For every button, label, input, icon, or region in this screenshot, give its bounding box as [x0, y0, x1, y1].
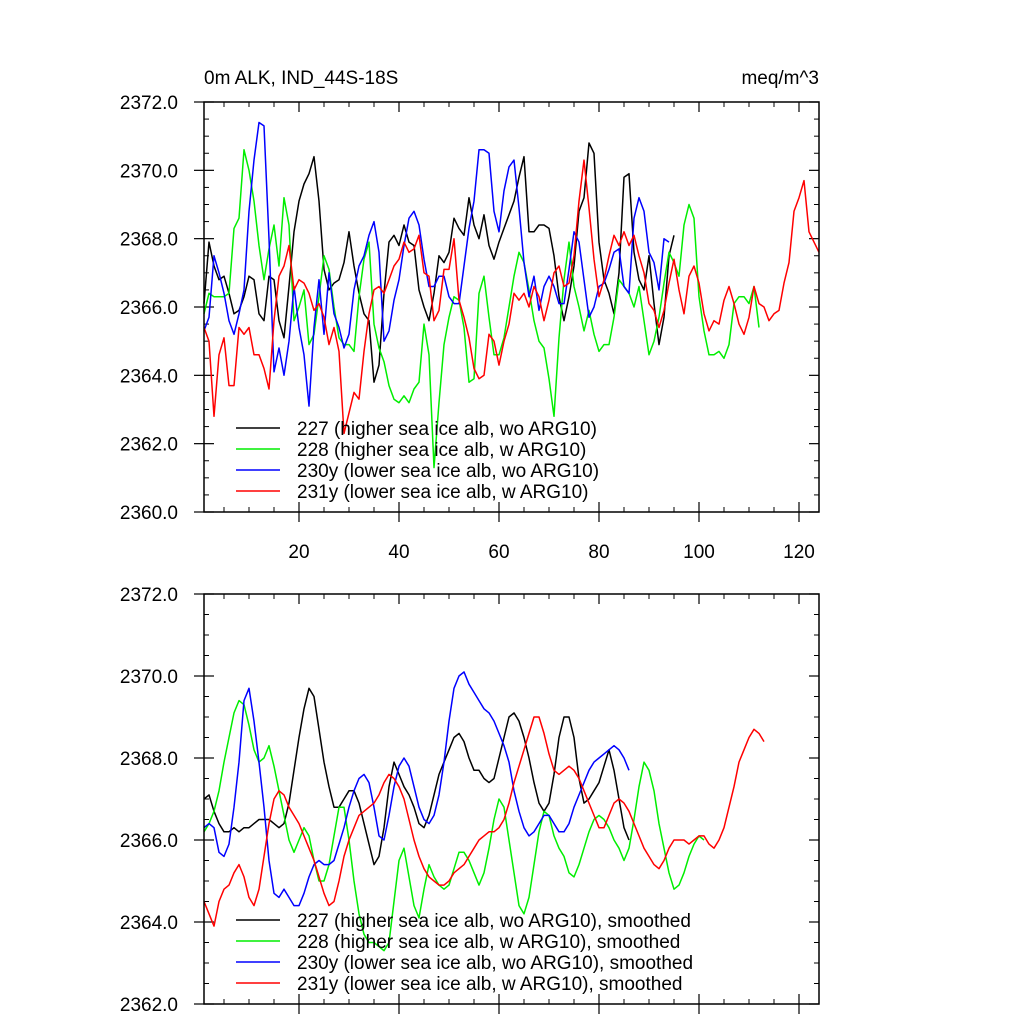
x-tick-label: 20 — [288, 542, 309, 563]
x-tick-label: 60 — [488, 542, 509, 563]
y-tick-label: 2360.0 — [120, 503, 178, 524]
legend-label-2: 230y (lower sea ice alb, wo ARG10), smoo… — [297, 953, 693, 974]
y-tick-label: 2362.0 — [120, 995, 178, 1016]
series-line-1 — [203, 699, 705, 952]
y-tick-label: 2362.0 — [120, 435, 178, 456]
y-tick-label: 2370.0 — [120, 161, 178, 182]
x-tick-label: 100 — [683, 542, 715, 563]
legend-label-0: 227 (higher sea ice alb, wo ARG10), smoo… — [297, 911, 691, 932]
bottom-plot-frame — [203, 593, 820, 1005]
x-tick-label: 40 — [388, 542, 409, 563]
y-tick-label: 2366.0 — [120, 831, 178, 852]
x-tick-label: 120 — [783, 542, 815, 563]
legend-label-3: 231y (lower sea ice alb, w ARG10) — [297, 482, 588, 503]
bottom-series-layer — [203, 671, 765, 952]
top-tick-layer: 2360.0 2362.0 2364.0 2366.0 2368.0 2370.0 2372… — [120, 93, 819, 563]
legend-label-1: 228 (higher sea ice alb, w ARG10), smoot… — [297, 932, 680, 953]
top-series-layer — [203, 121, 820, 469]
x-tick-label: 80 — [588, 542, 609, 563]
y-tick-label: 2370.0 — [120, 667, 178, 688]
top-plot-frame — [203, 101, 820, 513]
top-legend: 227 (higher sea ice alb, wo ARG10)228 (h… — [236, 419, 599, 503]
y-tick-label: 2372.0 — [120, 585, 178, 606]
y-tick-label: 2364.0 — [120, 366, 178, 387]
series-line-3 — [203, 159, 820, 435]
legend-label-2: 230y (lower sea ice alb, wo ARG10) — [297, 461, 599, 482]
series-line-0 — [203, 142, 675, 383]
bottom-panel: 2362.0 2364.0 2366.0 2368.0 2370.0 2372.0 227… — [120, 585, 820, 1016]
y-tick-label: 2368.0 — [120, 230, 178, 251]
series-line-2 — [203, 121, 670, 407]
legend-label-3: 231y (lower sea ice alb, w ARG10), smoot… — [297, 974, 682, 995]
y-tick-label: 2364.0 — [120, 913, 178, 934]
y-tick-label: 2368.0 — [120, 749, 178, 770]
bottom-legend: 227 (higher sea ice alb, wo ARG10), smoo… — [236, 911, 693, 995]
series-line-0 — [203, 687, 630, 866]
top-title-right: meq/m^3 — [741, 68, 819, 89]
y-tick-label: 2372.0 — [120, 93, 178, 114]
series-line-3 — [203, 716, 765, 927]
y-tick-label: 2366.0 — [120, 298, 178, 319]
bottom-tick-layer: 2362.0 2364.0 2366.0 2368.0 2370.0 2372.0 — [120, 585, 819, 1016]
top-title-left: 0m ALK, IND_44S-18S — [204, 68, 398, 89]
series-line-1 — [203, 149, 760, 469]
legend-label-1: 228 (higher sea ice alb, w ARG10) — [297, 440, 586, 461]
legend-label-0: 227 (higher sea ice alb, wo ARG10) — [297, 419, 597, 440]
series-line-2 — [203, 671, 630, 907]
top-panel: 0m ALK, IND_44S-18S meq/m^3 2360.0 2362.0… — [120, 68, 820, 563]
